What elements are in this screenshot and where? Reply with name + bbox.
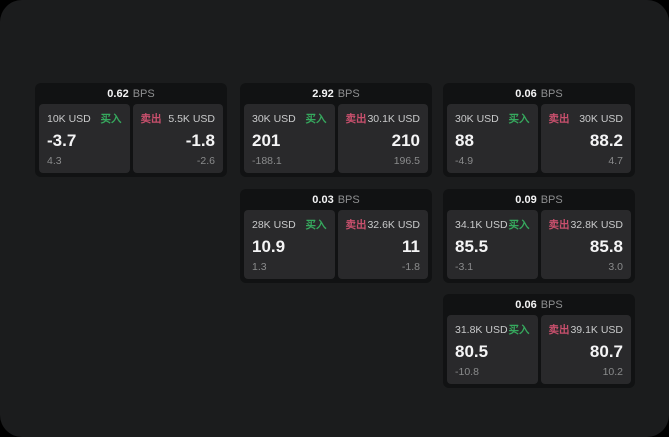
bps-value: 0.09 xyxy=(515,193,537,206)
sell-panel[interactable]: 卖出 30.1K USD 210 196.5 xyxy=(337,104,428,173)
quote-panels: 10K USD 买入 -3.7 4.3 卖出 5.5K USD -1.8 -2.… xyxy=(35,104,227,177)
bps-unit-label: BPS xyxy=(540,298,563,311)
quote-card-4: 0.03 BPS 28K USD 买入 10.9 1.3 卖出 32.6K US… xyxy=(240,189,432,283)
sell-panel[interactable]: 卖出 32.6K USD 11 -1.8 xyxy=(337,210,428,279)
sell-delta: 10.2 xyxy=(602,366,623,378)
buy-label: 买入 xyxy=(508,324,530,336)
buy-amount: 30K USD xyxy=(252,112,296,125)
buy-label: 买入 xyxy=(305,219,327,231)
buy-delta: -188.1 xyxy=(252,155,282,167)
quote-panels: 34.1K USD 买入 85.5 -3.1 卖出 32.8K USD 85.8… xyxy=(443,210,635,283)
sell-panel[interactable]: 卖出 39.1K USD 80.7 10.2 xyxy=(540,315,631,384)
sell-label: 卖出 xyxy=(548,324,570,336)
card-header: 0.62 BPS xyxy=(35,83,227,104)
buy-amount: 30K USD xyxy=(455,112,499,125)
bps-unit-label: BPS xyxy=(540,87,563,100)
sell-delta: 196.5 xyxy=(393,155,420,167)
buy-delta: -4.9 xyxy=(455,155,474,167)
buy-price: 88 xyxy=(455,131,474,150)
buy-delta: -3.1 xyxy=(455,261,474,273)
buy-panel[interactable]: 31.8K USD 买入 80.5 -10.8 xyxy=(447,315,538,384)
sell-label: 卖出 xyxy=(140,113,162,125)
card-header: 2.92 BPS xyxy=(240,83,432,104)
buy-delta: 4.3 xyxy=(47,155,62,167)
sell-price: 85.8 xyxy=(589,237,623,256)
sell-panel[interactable]: 卖出 5.5K USD -1.8 -2.6 xyxy=(132,104,223,173)
sell-amount: 5.5K USD xyxy=(168,112,215,125)
quote-card-5: 0.09 BPS 34.1K USD 买入 85.5 -3.1 卖出 32.8K… xyxy=(443,189,635,283)
buy-label: 买入 xyxy=(305,113,327,125)
sell-label: 卖出 xyxy=(345,113,367,125)
buy-amount: 28K USD xyxy=(252,218,296,231)
sell-amount: 32.8K USD xyxy=(570,218,623,231)
bps-value: 0.06 xyxy=(515,298,537,311)
buy-amount: 31.8K USD xyxy=(455,323,508,336)
buy-price: 80.5 xyxy=(455,342,489,361)
sell-amount: 30K USD xyxy=(579,112,623,125)
bps-value: 2.92 xyxy=(312,87,334,100)
card-header: 0.06 BPS xyxy=(443,83,635,104)
card-header: 0.03 BPS xyxy=(240,189,432,210)
buy-amount: 34.1K USD xyxy=(455,218,508,231)
sell-price: 210 xyxy=(391,131,420,150)
quote-panels: 30K USD 买入 201 -188.1 卖出 30.1K USD 210 1… xyxy=(240,104,432,177)
buy-panel[interactable]: 34.1K USD 买入 85.5 -3.1 xyxy=(447,210,538,279)
bps-unit-label: BPS xyxy=(540,193,563,206)
sell-price: 80.7 xyxy=(589,342,623,361)
sell-amount: 32.6K USD xyxy=(367,218,420,231)
quote-panels: 28K USD 买入 10.9 1.3 卖出 32.6K USD 11 -1.8 xyxy=(240,210,432,283)
bps-unit-label: BPS xyxy=(132,87,155,100)
sell-panel[interactable]: 卖出 32.8K USD 85.8 3.0 xyxy=(540,210,631,279)
sell-price: 88.2 xyxy=(589,131,623,150)
buy-delta: -10.8 xyxy=(455,366,479,378)
buy-panel[interactable]: 10K USD 买入 -3.7 4.3 xyxy=(39,104,130,173)
buy-label: 买入 xyxy=(508,113,530,125)
bps-unit-label: BPS xyxy=(337,193,360,206)
card-header: 0.06 BPS xyxy=(443,294,635,315)
buy-panel[interactable]: 28K USD 买入 10.9 1.3 xyxy=(244,210,335,279)
quote-panels: 30K USD 买入 88 -4.9 卖出 30K USD 88.2 4.7 xyxy=(443,104,635,177)
card-header: 0.09 BPS xyxy=(443,189,635,210)
bps-unit-label: BPS xyxy=(337,87,360,100)
sell-delta: 3.0 xyxy=(608,261,623,273)
buy-label: 买入 xyxy=(508,219,530,231)
sell-price: -1.8 xyxy=(185,131,215,150)
buy-delta: 1.3 xyxy=(252,261,267,273)
sell-delta: -2.6 xyxy=(196,155,215,167)
sell-delta: 4.7 xyxy=(608,155,623,167)
sell-price: 11 xyxy=(402,237,420,256)
buy-price: -3.7 xyxy=(47,131,77,150)
buy-amount: 10K USD xyxy=(47,112,91,125)
quote-card-3: 0.06 BPS 30K USD 买入 88 -4.9 卖出 30K USD 8… xyxy=(443,83,635,177)
bps-value: 0.62 xyxy=(107,87,129,100)
quote-card-2: 2.92 BPS 30K USD 买入 201 -188.1 卖出 30.1K … xyxy=(240,83,432,177)
quote-panels: 31.8K USD 买入 80.5 -10.8 卖出 39.1K USD 80.… xyxy=(443,315,635,388)
bps-value: 0.03 xyxy=(312,193,334,206)
buy-panel[interactable]: 30K USD 买入 88 -4.9 xyxy=(447,104,538,173)
sell-delta: -1.8 xyxy=(401,261,420,273)
quote-card-1: 0.62 BPS 10K USD 买入 -3.7 4.3 卖出 5.5K USD… xyxy=(35,83,227,177)
sell-panel[interactable]: 卖出 30K USD 88.2 4.7 xyxy=(540,104,631,173)
sell-amount: 39.1K USD xyxy=(570,323,623,336)
bps-value: 0.06 xyxy=(515,87,537,100)
sell-label: 卖出 xyxy=(345,219,367,231)
buy-price: 10.9 xyxy=(252,237,286,256)
sell-amount: 30.1K USD xyxy=(367,112,420,125)
sell-label: 卖出 xyxy=(548,113,570,125)
buy-label: 买入 xyxy=(100,113,122,125)
buy-price: 85.5 xyxy=(455,237,489,256)
sell-label: 卖出 xyxy=(548,219,570,231)
buy-price: 201 xyxy=(252,131,281,150)
buy-panel[interactable]: 30K USD 买入 201 -188.1 xyxy=(244,104,335,173)
quote-card-6: 0.06 BPS 31.8K USD 买入 80.5 -10.8 卖出 39.1… xyxy=(443,294,635,388)
